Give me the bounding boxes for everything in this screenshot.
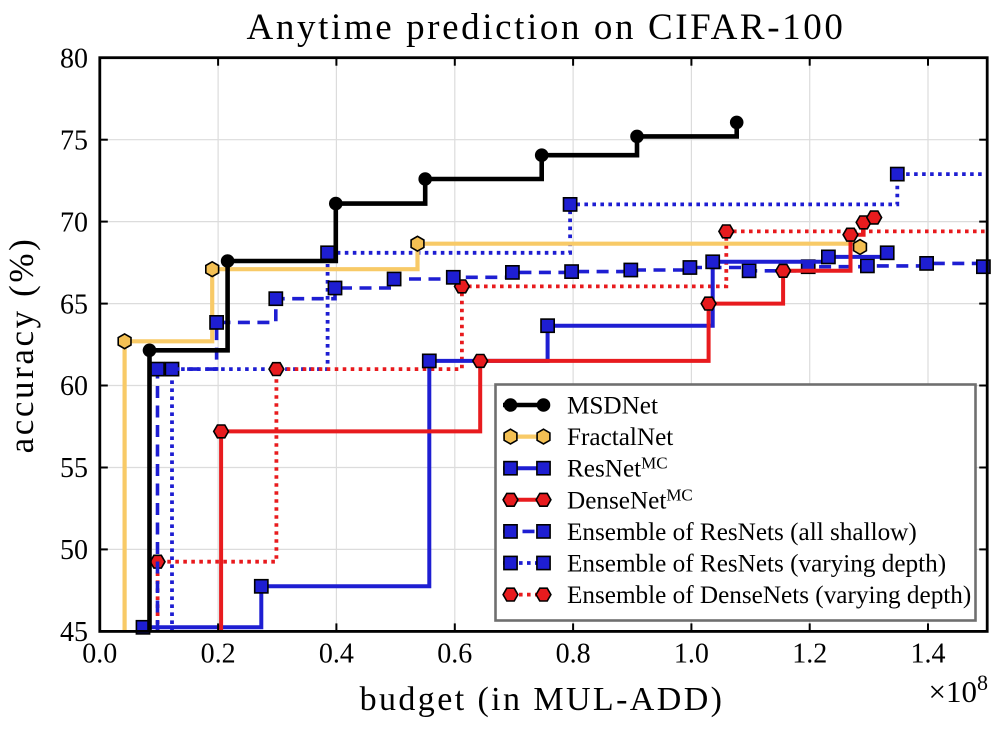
svg-text:60: 60 <box>60 371 88 402</box>
svg-text:75: 75 <box>60 125 88 156</box>
svg-text:×108: ×108 <box>929 670 988 709</box>
svg-text:1.4: 1.4 <box>911 639 946 670</box>
svg-text:Ensemble of DenseNets (varying: Ensemble of DenseNets (varying depth) <box>567 582 971 609</box>
svg-text:65: 65 <box>60 289 88 320</box>
svg-text:MSDNet: MSDNet <box>567 393 658 420</box>
svg-text:FractalNet: FractalNet <box>567 424 673 451</box>
svg-text:50: 50 <box>60 535 88 566</box>
svg-text:0.8: 0.8 <box>556 639 591 670</box>
svg-text:Anytime prediction on CIFAR-10: Anytime prediction on CIFAR-100 <box>247 7 846 48</box>
svg-text:1.0: 1.0 <box>674 639 709 670</box>
svg-text:0.6: 0.6 <box>437 639 472 670</box>
svg-text:0.0: 0.0 <box>82 639 117 670</box>
svg-text:Ensemble of ResNets (all shall: Ensemble of ResNets (all shallow) <box>567 519 917 546</box>
svg-text:accuracy (%): accuracy (%) <box>2 237 41 454</box>
svg-text:Ensemble of ResNets (varying d: Ensemble of ResNets (varying depth) <box>567 551 946 578</box>
svg-text:1.2: 1.2 <box>792 639 827 670</box>
svg-text:55: 55 <box>60 453 88 484</box>
svg-text:0.2: 0.2 <box>201 639 236 670</box>
svg-text:budget (in MUL-ADD): budget (in MUL-ADD) <box>360 681 725 718</box>
svg-text:80: 80 <box>60 43 88 74</box>
svg-text:70: 70 <box>60 207 88 238</box>
svg-text:0.4: 0.4 <box>319 639 354 670</box>
svg-text:45: 45 <box>60 617 88 648</box>
svg-text:ResNetMC: ResNetMC <box>567 454 668 483</box>
